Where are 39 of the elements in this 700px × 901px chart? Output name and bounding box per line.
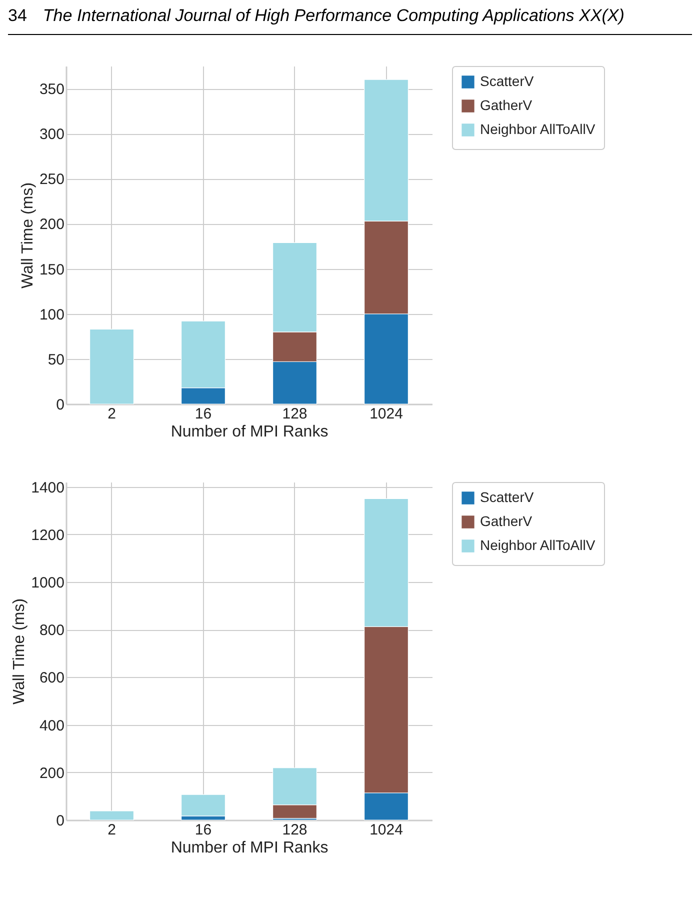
y-tick-label: 50 — [48, 351, 64, 368]
x-tick-label: 16 — [194, 822, 212, 838]
y-tick-label: 0 — [56, 812, 64, 830]
y-tick-label: 100 — [39, 306, 64, 324]
bar — [89, 810, 134, 820]
x-tick-label: 16 — [194, 406, 212, 422]
x-tick-label: 1024 — [370, 822, 403, 838]
x-axis-title: Number of MPI Ranks — [170, 424, 328, 440]
y-tick-label: 1400 — [31, 479, 64, 496]
x-tick-label: 128 — [282, 406, 308, 422]
y-tick-label: 200 — [39, 764, 64, 782]
y-tick-label: 300 — [39, 126, 64, 144]
y-tick-label: 800 — [39, 622, 64, 640]
y-tick-label: 1000 — [31, 574, 64, 592]
x-tick-label: 2 — [108, 822, 116, 838]
y-tick-label: 200 — [39, 216, 64, 234]
text: The International Journal of High Performance Computing Applications XX(X) — [42, 6, 624, 25]
y-axis-title: Wall Time (ms) — [11, 598, 28, 705]
y-tick-label: 250 — [39, 171, 64, 188]
legend-label: ScatterV — [480, 73, 534, 89]
legend-label: Neighbor AllToAllV — [480, 121, 596, 137]
y-tick-label: 400 — [39, 717, 64, 734]
y-tick-label: 150 — [39, 261, 64, 278]
x-axis-title: Number of MPI Ranks — [170, 840, 328, 856]
y-axis-title: Wall Time (ms) — [19, 182, 36, 289]
y-tick-label: 600 — [39, 670, 64, 687]
x-tick-label: 2 — [108, 406, 116, 422]
bar — [180, 794, 226, 816]
x-tick-label: 1024 — [370, 406, 403, 422]
x-tick-label: 128 — [282, 822, 308, 838]
y-tick-label: 0 — [56, 396, 64, 414]
y-tick-label: 350 — [39, 81, 64, 98]
legend-label: GatherV — [480, 97, 533, 113]
legend-label: ScatterV — [480, 489, 534, 505]
text: 34 — [8, 6, 27, 25]
legend-label: GatherV — [480, 513, 533, 529]
legend-label: Neighbor AllToAllV — [480, 537, 596, 553]
y-tick-label: 1200 — [31, 526, 64, 544]
bar — [89, 328, 134, 404]
